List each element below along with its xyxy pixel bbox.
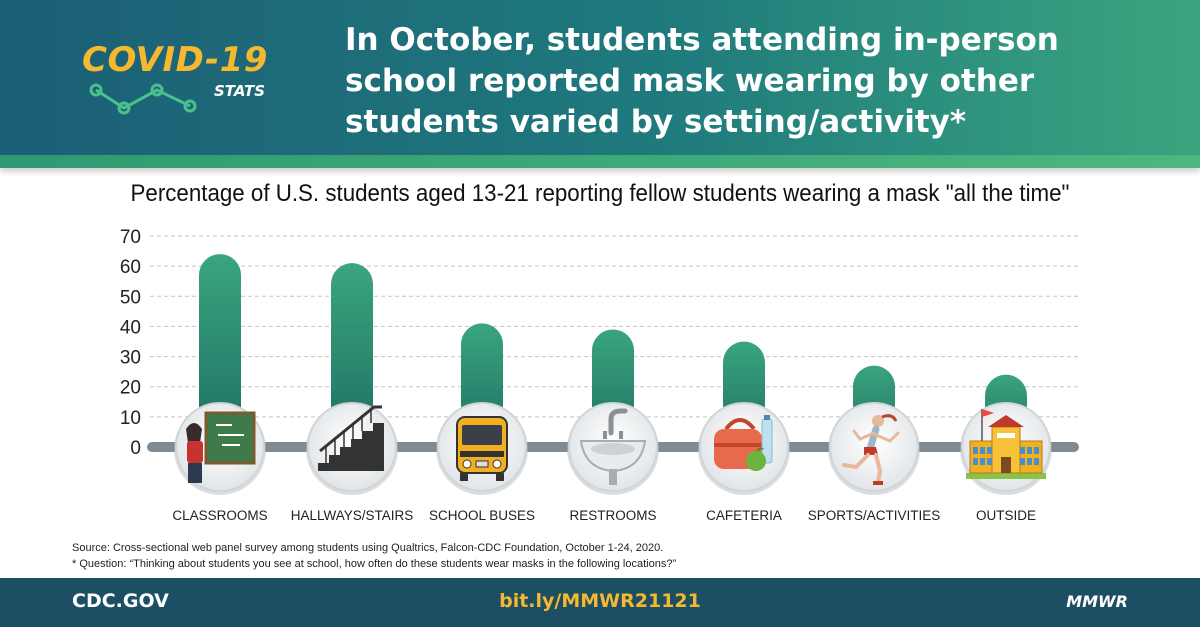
- y-tick-label: 30: [120, 348, 141, 369]
- school-building-icon: [960, 402, 1052, 495]
- y-tick-label: 0: [130, 438, 141, 459]
- y-tick-label: 20: [120, 378, 141, 399]
- stairs-icon: [306, 402, 398, 495]
- bar-hallways-stairs: [331, 263, 373, 447]
- category-label: SCHOOL BUSES: [429, 508, 535, 523]
- y-tick-label: 40: [120, 317, 141, 338]
- source-note: Source: Cross-sectional web panel survey…: [72, 540, 1172, 572]
- category-label: CAFETERIA: [706, 508, 782, 523]
- lunchbox-icon: [698, 402, 790, 495]
- y-tick-label: 70: [120, 227, 141, 248]
- y-tick-label: 50: [120, 287, 141, 308]
- logo-sub-text: STATS: [214, 82, 266, 100]
- covid-stats-logo: COVID-19 STATS: [82, 40, 287, 115]
- bar-chart: 0 10 20 30 40 50 60 70 CLASSROOMS HALLWAYS/STAIRS…: [120, 227, 1079, 523]
- logo-network-icon: [89, 83, 197, 115]
- category-label: CLASSROOMS: [172, 508, 267, 523]
- source-line: Source: Cross-sectional web panel survey…: [72, 542, 664, 554]
- category-label: HALLWAYS/STAIRS: [291, 508, 414, 523]
- category-label: OUTSIDE: [976, 508, 1036, 523]
- header-stripe: [0, 155, 1200, 168]
- y-tick-label: 10: [120, 408, 141, 429]
- headline: In October, students attending in-person…: [345, 22, 1059, 140]
- category-label: SPORTS/ACTIVITIES: [808, 508, 941, 523]
- sink-icon: [567, 402, 659, 495]
- logo-main-text: COVID-19: [82, 40, 268, 80]
- mmwr-short-link[interactable]: bit.ly/MMWR21121: [499, 590, 701, 612]
- header-banner: COVID-19 STATS In October, students atte…: [0, 0, 1200, 155]
- footer-bar: CDC.GOV bit.ly/MMWR21121 MMWR: [0, 578, 1200, 627]
- question-footnote: * Question: “Thinking about students you…: [72, 558, 677, 570]
- cdc-gov-link[interactable]: CDC.GOV: [72, 590, 169, 612]
- chart-title: Percentage of U.S. students aged 13-21 r…: [130, 180, 1070, 207]
- teacher-chalkboard-icon: [174, 402, 266, 495]
- runner-icon: [828, 402, 920, 495]
- mmwr-logo: MMWR: [1066, 592, 1128, 611]
- bar-classrooms: [199, 254, 241, 447]
- y-tick-label: 60: [120, 257, 141, 278]
- category-label: RESTROOMS: [569, 508, 656, 523]
- school-bus-icon: [436, 402, 528, 495]
